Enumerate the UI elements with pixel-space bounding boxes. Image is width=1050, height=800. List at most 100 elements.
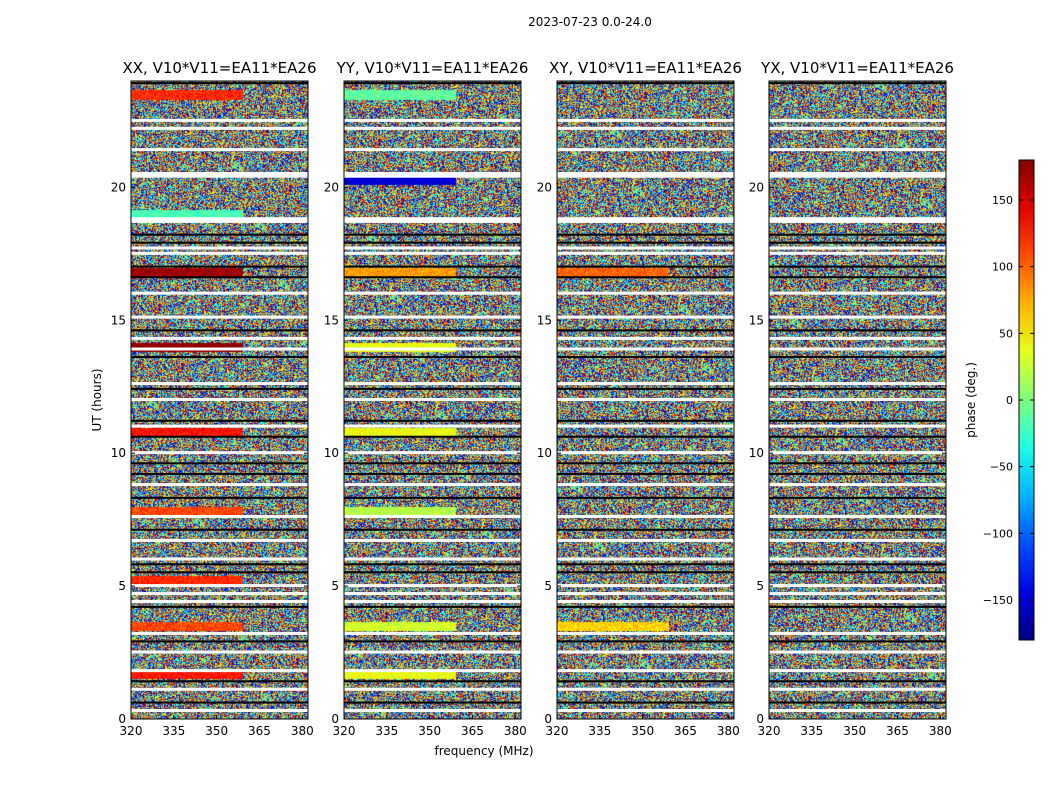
colorbar-tick-label: 150 xyxy=(992,194,1013,207)
dark-row xyxy=(131,387,308,390)
blank-row xyxy=(344,251,521,255)
blank-row xyxy=(557,631,734,635)
blank-row xyxy=(557,148,734,152)
blank-row xyxy=(769,174,946,178)
dark-row xyxy=(557,265,734,268)
dark-row xyxy=(344,680,521,683)
dark-row xyxy=(344,462,521,465)
blank-row xyxy=(131,669,308,673)
dark-row xyxy=(344,435,521,438)
dark-row xyxy=(557,82,734,85)
y-tick-label: 5 xyxy=(756,579,764,593)
dark-row xyxy=(557,605,734,608)
x-tick-label: 365 xyxy=(674,724,697,738)
y-tick-label: 10 xyxy=(324,446,339,460)
blank-row xyxy=(131,126,308,130)
blank-row xyxy=(344,709,521,713)
dark-row xyxy=(557,640,734,643)
x-tick-label: 320 xyxy=(758,724,781,738)
panel-title-xx: XX, V10*V11=EA11*EA26 xyxy=(122,59,316,77)
blank-row xyxy=(769,650,946,654)
blank-row xyxy=(769,246,946,250)
dark-row xyxy=(344,472,521,475)
blank-row xyxy=(344,291,521,295)
blank-row xyxy=(769,514,946,518)
dark-row xyxy=(131,701,308,704)
blank-row xyxy=(131,174,308,178)
dark-row xyxy=(344,701,521,704)
blank-row xyxy=(769,424,946,428)
blank-row xyxy=(557,347,734,351)
x-tick-label: 380 xyxy=(717,724,740,738)
blank-row xyxy=(131,217,308,221)
y-tick-label: 15 xyxy=(324,313,339,327)
dark-row xyxy=(344,528,521,531)
panel-xx: XX, V10*V11=EA11*EA26 320 335 350 365 380 0 5 10… xyxy=(111,59,317,738)
panel-frame xyxy=(768,80,947,720)
blank-row xyxy=(769,584,946,588)
dark-row xyxy=(131,329,308,332)
blank-row xyxy=(131,483,308,487)
blank-row xyxy=(557,251,734,255)
dark-row xyxy=(131,462,308,465)
blank-row xyxy=(131,631,308,635)
blank-row xyxy=(557,669,734,673)
dark-row xyxy=(769,701,946,704)
blank-row xyxy=(344,172,521,176)
y-tick-label: 20 xyxy=(324,180,339,194)
dark-row xyxy=(557,571,734,574)
x-tick-label: 380 xyxy=(504,724,527,738)
blank-row xyxy=(769,631,946,635)
blank-row xyxy=(557,424,734,428)
blank-row xyxy=(557,584,734,588)
colorbar-tick-label: −150 xyxy=(983,594,1013,607)
panel-title-yx: YX, V10*V11=EA11*EA26 xyxy=(760,59,954,77)
blank-row xyxy=(769,669,946,673)
dark-row xyxy=(557,462,734,465)
x-tick-label: 380 xyxy=(291,724,314,738)
dark-row xyxy=(557,276,734,279)
blank-row xyxy=(344,687,521,691)
blank-row xyxy=(557,709,734,713)
dark-row xyxy=(557,419,734,422)
blank-row xyxy=(344,557,521,561)
blank-row xyxy=(131,687,308,691)
colorbar-tick-label: −100 xyxy=(983,527,1013,540)
y-tick-label: 15 xyxy=(749,313,764,327)
blank-row xyxy=(131,291,308,295)
blank-row xyxy=(557,538,734,542)
blank-row xyxy=(131,538,308,542)
figure-title: 2023-07-23 0.0-24.0 xyxy=(528,15,652,29)
blank-row xyxy=(131,600,308,604)
x-tick-label: 320 xyxy=(546,724,569,738)
dark-row xyxy=(557,241,734,244)
blank-row xyxy=(344,382,521,386)
dark-row xyxy=(557,355,734,358)
blank-row xyxy=(344,347,521,351)
colorbar-label: phase (deg.) xyxy=(964,362,978,438)
blank-row xyxy=(769,382,946,386)
blank-row xyxy=(557,219,734,223)
blank-row xyxy=(557,315,734,319)
blank-row xyxy=(344,538,521,542)
blank-row xyxy=(131,246,308,250)
dark-row xyxy=(769,528,946,531)
blank-row xyxy=(131,382,308,386)
x-tick-label: 365 xyxy=(461,724,484,738)
dark-row xyxy=(131,419,308,422)
blank-row xyxy=(344,424,521,428)
blank-row xyxy=(344,600,521,604)
dark-row xyxy=(131,233,308,236)
dark-row xyxy=(557,472,734,475)
blank-row xyxy=(131,315,308,319)
y-tick-label: 20 xyxy=(537,180,552,194)
dark-row xyxy=(344,329,521,332)
blank-row xyxy=(769,347,946,351)
blank-row xyxy=(344,219,521,223)
colorbar-tick-label: 100 xyxy=(992,261,1013,274)
dark-row xyxy=(131,435,308,438)
dark-row xyxy=(344,640,521,643)
dark-row xyxy=(769,419,946,422)
blank-row xyxy=(131,251,308,255)
blank-row xyxy=(769,600,946,604)
